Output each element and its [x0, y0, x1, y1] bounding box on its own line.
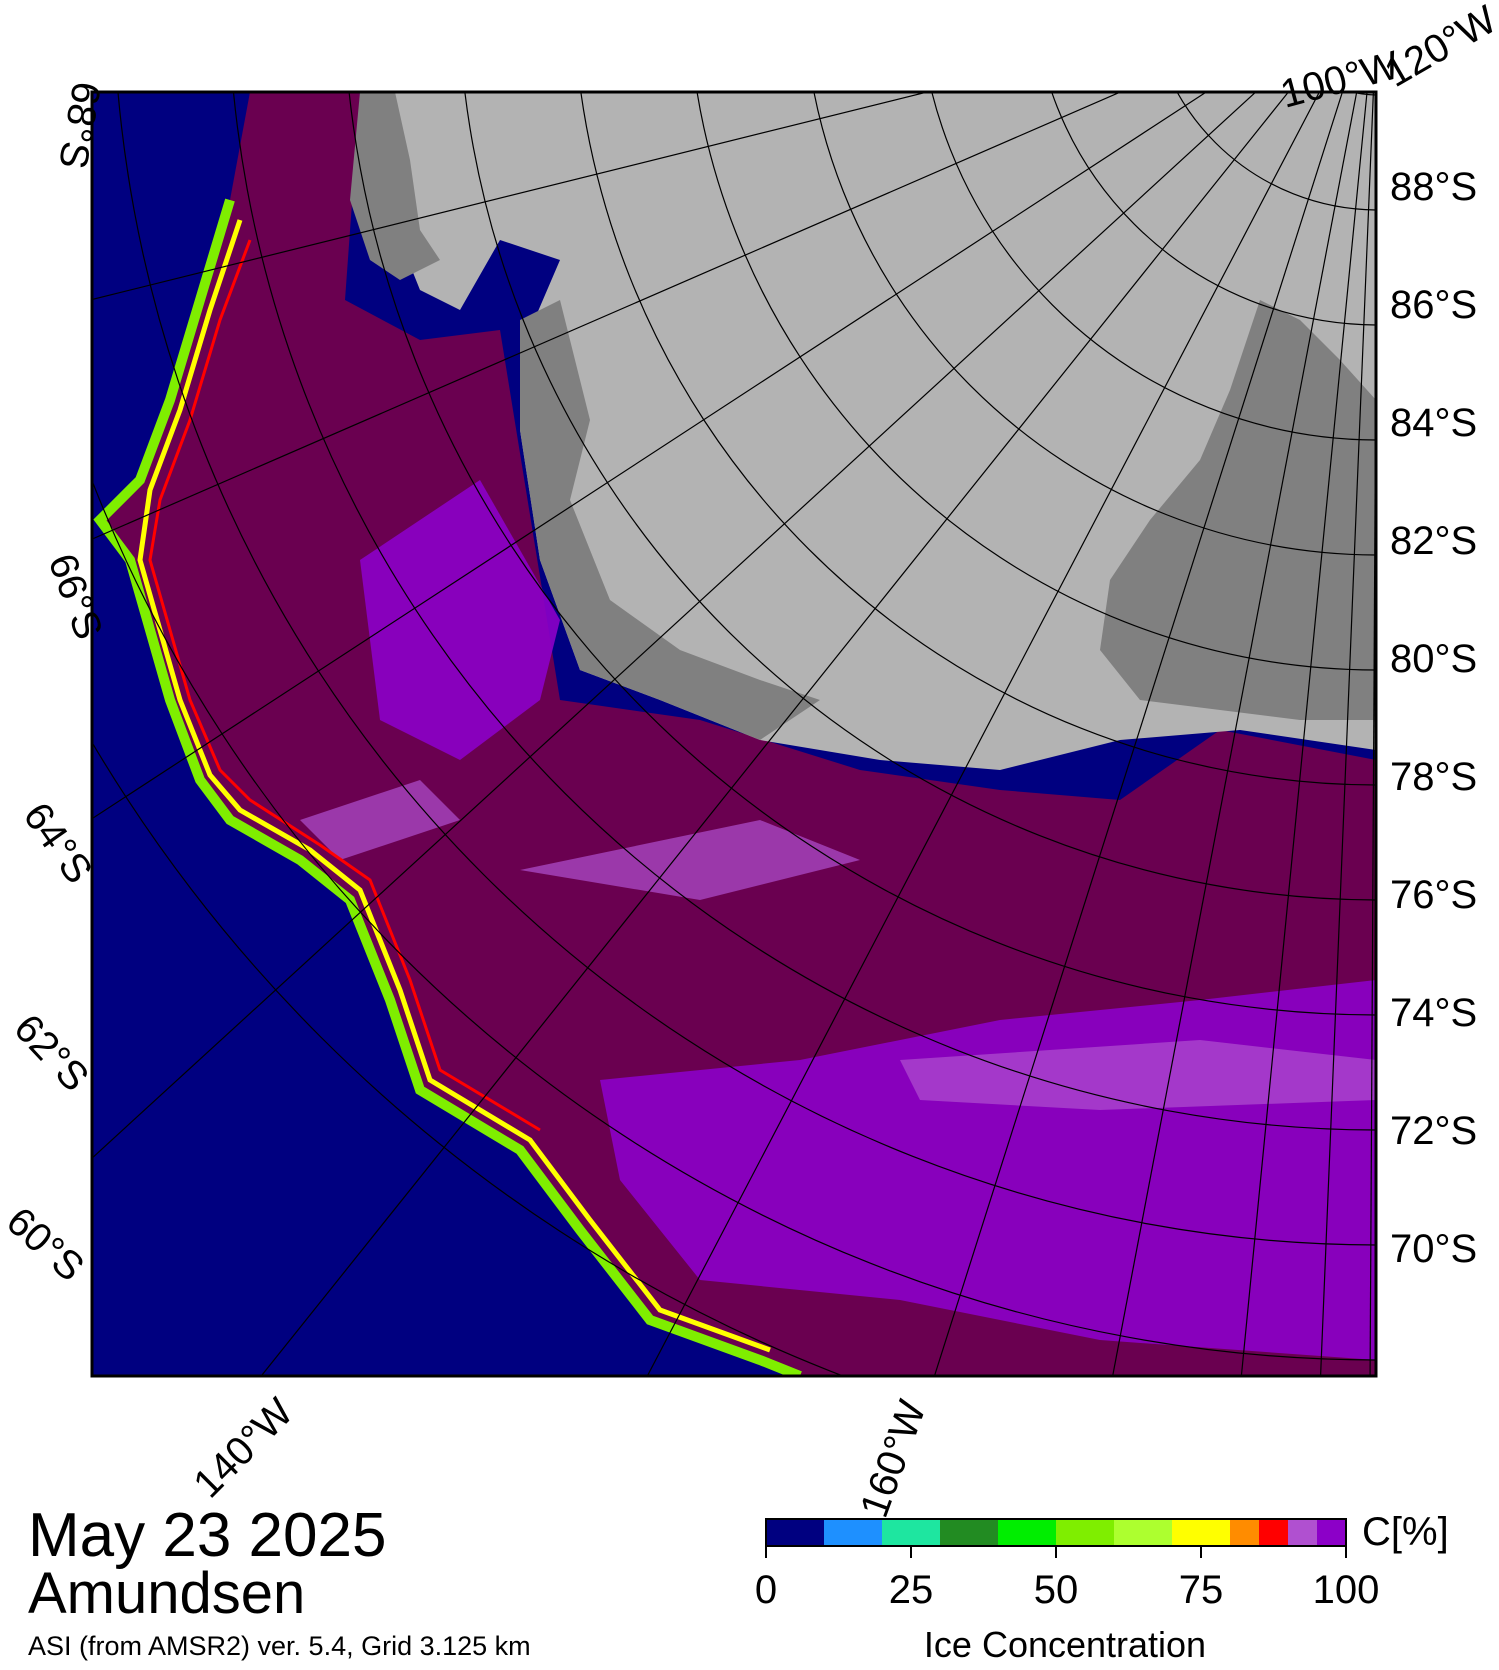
- map-frame: [90, 90, 1378, 1378]
- colorbar-tick-label: 25: [888, 1568, 934, 1612]
- source-note: ASI (from AMSR2) ver. 5.4, Grid 3.125 km: [28, 1631, 531, 1661]
- lon-label-140w: 140°W: [185, 1390, 301, 1506]
- lat-label-80: 80°S: [1390, 637, 1477, 681]
- lat-label-86: 86°S: [1390, 283, 1477, 327]
- date-title: May 23 2025: [28, 1501, 387, 1570]
- lat-label-78: 78°S: [1390, 755, 1477, 799]
- ice-edge-red: [148, 239, 541, 1132]
- colorbar-swatch: [1056, 1519, 1115, 1546]
- ice-shelf-ross: [350, 92, 820, 740]
- top-longitude-labels: 100°W 120°W: [1276, 0, 1499, 117]
- ice-lilac-streaks: [300, 780, 1376, 1110]
- colorbar-tick-label: 100: [1312, 1568, 1380, 1612]
- lat-label-72: 72°S: [1390, 1109, 1477, 1153]
- ice-violet-zone: [360, 480, 560, 760]
- ice-edge-inner: [137, 219, 771, 1353]
- colorbar-swatch: [824, 1519, 883, 1546]
- lat-label-76: 76°S: [1390, 873, 1477, 917]
- lon-label-160w: 160°W: [852, 1395, 935, 1524]
- colorbar-swatch: [882, 1519, 941, 1546]
- right-latitude-labels: 88°S 86°S 84°S 82°S 80°S 78°S 76°S 74°S …: [1390, 165, 1477, 1271]
- colorbar-swatch: [766, 1519, 825, 1546]
- colorbar-ticks: [765, 1546, 1347, 1558]
- colorbar-tick-label: 75: [1178, 1568, 1224, 1612]
- colorbar-swatch: [998, 1519, 1057, 1546]
- colorbar-title: Ice Concentration: [923, 1624, 1207, 1665]
- colorbar-swatch: [1114, 1519, 1173, 1546]
- lat-label-62: 62°S: [5, 1006, 97, 1100]
- colorbar-tick-label: 0: [754, 1568, 778, 1612]
- lat-label-82: 82°S: [1390, 519, 1477, 563]
- colorbar: [766, 1519, 1347, 1546]
- lat-label-84: 84°S: [1390, 401, 1477, 445]
- lat-label-64: 64°S: [15, 795, 101, 892]
- colorbar-unit-label: C[%]: [1362, 1510, 1449, 1554]
- lat-label-74: 74°S: [1390, 991, 1477, 1035]
- lat-label-70: 70°S: [1390, 1227, 1477, 1271]
- colorbar-swatch: [1172, 1519, 1231, 1546]
- colorbar-swatch: [1288, 1519, 1318, 1546]
- ice-edge-band: [93, 198, 802, 1376]
- colorbar-swatch: [1259, 1519, 1289, 1546]
- colorbar-tick-label: 50: [1033, 1568, 1079, 1612]
- lat-label-88: 88°S: [1390, 165, 1477, 209]
- colorbar-swatch: [1230, 1519, 1260, 1546]
- colorbar-swatch: [1317, 1519, 1347, 1546]
- graticule: [92, 92, 1376, 1376]
- ice-shelf-amundsen: [1100, 300, 1376, 720]
- colorbar-swatch: [940, 1519, 999, 1546]
- lon-label-120w: 120°W: [1378, 0, 1499, 96]
- lat-label-60: 60°S: [0, 1199, 92, 1290]
- region-title: Amundsen: [28, 1561, 306, 1626]
